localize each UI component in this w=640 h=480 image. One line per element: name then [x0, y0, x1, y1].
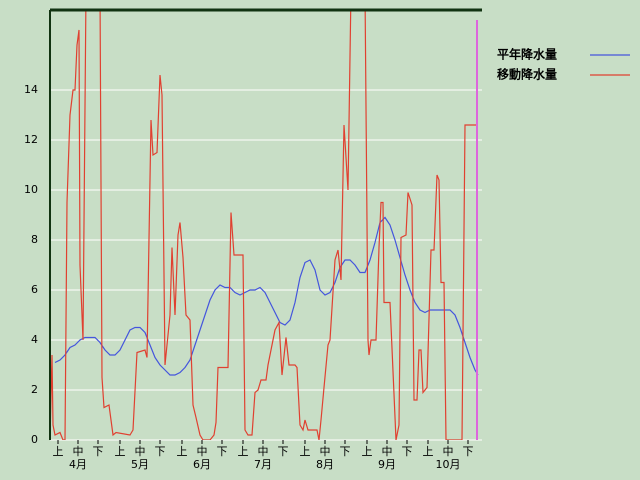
y-tick-label: 10 [24, 183, 38, 196]
x-tick-label: 上 [362, 445, 373, 458]
month-label: 7月 [254, 458, 272, 471]
x-tick-label: 下 [278, 445, 289, 458]
y-tick-label: 4 [31, 333, 38, 346]
y-tick-label: 8 [31, 233, 38, 246]
x-tick-label: 中 [320, 445, 331, 458]
x-tick-label: 下 [217, 445, 228, 458]
legend-label: 移動降水量 [497, 67, 557, 82]
plot [50, 10, 479, 440]
x-tick-label: 上 [423, 445, 434, 458]
y-tick-label: 2 [31, 383, 38, 396]
month-label: 8月 [316, 458, 334, 471]
x-tick-label: 下 [93, 445, 104, 458]
month-label: 9月 [378, 458, 396, 471]
x-tick-label: 下 [155, 445, 166, 458]
x-tick-label: 上 [300, 445, 311, 458]
month-label: 10月 [436, 458, 461, 471]
x-tick-label: 中 [73, 445, 84, 458]
legend-label: 平年降水量 [497, 47, 557, 62]
axis: 02468101214上中下上中下上中下上中下上中下上中下上中下4月 5月 6月 7月… [24, 83, 474, 471]
series-line [50, 10, 476, 440]
x-tick-label: 上 [177, 445, 188, 458]
x-tick-label: 中 [443, 445, 454, 458]
month-label: 4月 [69, 458, 87, 471]
y-tick-label: 12 [24, 133, 38, 146]
x-tick-label: 下 [402, 445, 413, 458]
x-tick-label: 下 [463, 445, 474, 458]
x-tick-label: 上 [53, 445, 64, 458]
y-tick-label: 14 [24, 83, 38, 96]
series-line [54, 216, 479, 376]
x-tick-label: 上 [115, 445, 126, 458]
x-tick-label: 中 [197, 445, 208, 458]
month-label: 6月 [193, 458, 211, 471]
x-tick-label: 中 [135, 445, 146, 458]
x-tick-label: 上 [238, 445, 249, 458]
x-tick-label: 中 [258, 445, 269, 458]
x-tick-label: 下 [340, 445, 351, 458]
grid [50, 89, 482, 441]
y-tick-label: 0 [31, 433, 38, 446]
month-label: 5月 [131, 458, 149, 471]
x-tick-label: 中 [382, 445, 393, 458]
y-tick-label: 6 [31, 283, 38, 296]
